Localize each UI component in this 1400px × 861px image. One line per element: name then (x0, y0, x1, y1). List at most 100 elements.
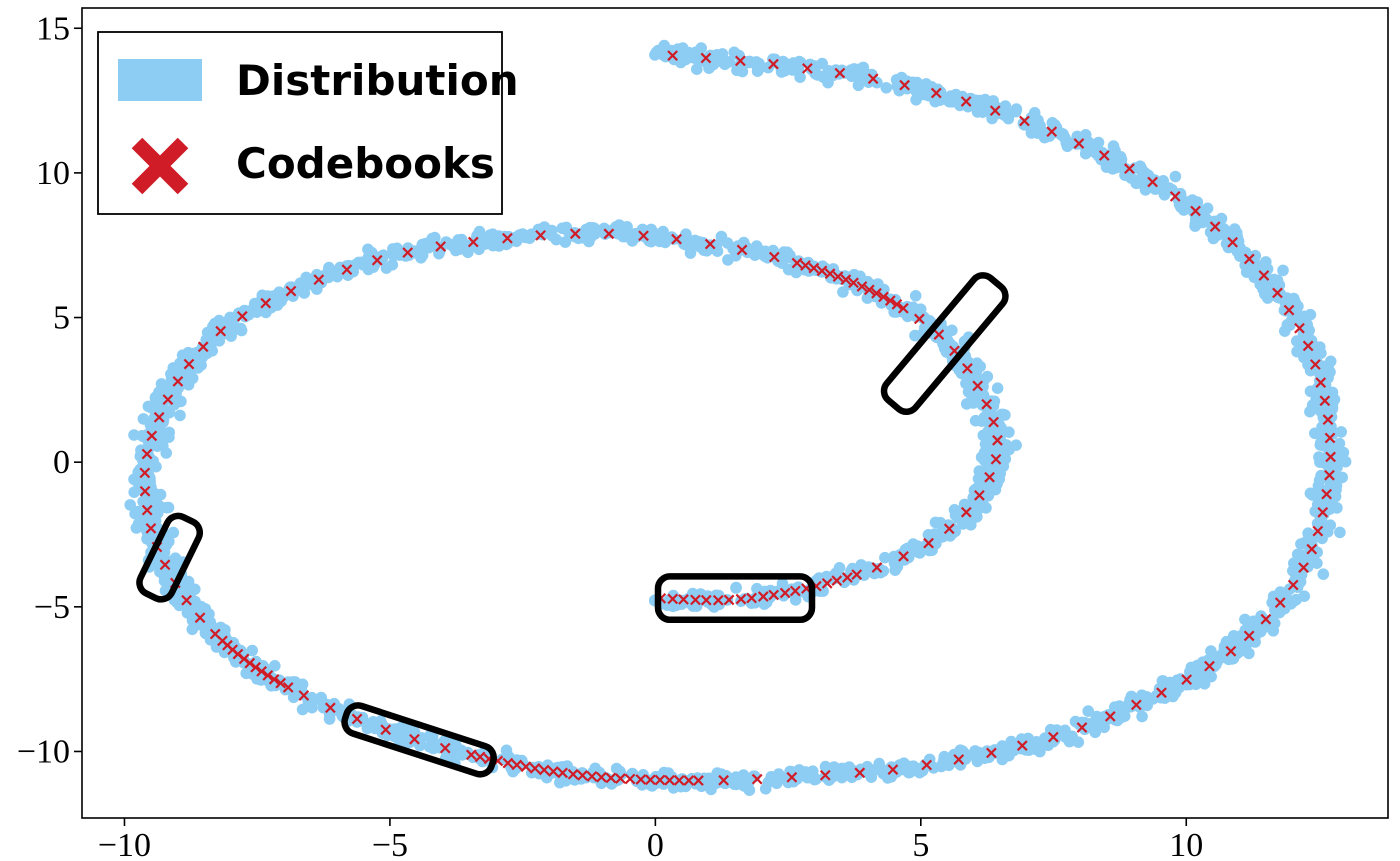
codebook-marker (819, 769, 831, 781)
distribution-point (254, 671, 266, 684)
codebook-marker (718, 774, 730, 786)
plot-frame (81, 7, 1389, 819)
distribution-point (1317, 497, 1330, 510)
distribution-point (510, 231, 522, 244)
x-tick-label: 0 (647, 827, 664, 861)
codebook-marker (586, 770, 598, 782)
codebook-marker (1306, 543, 1318, 555)
codebook-marker (1272, 287, 1283, 299)
distribution-point (174, 357, 186, 370)
distribution-point (969, 414, 982, 427)
distribution-point (1321, 485, 1333, 498)
codebook-marker (1019, 115, 1030, 127)
distribution-point (837, 286, 849, 298)
codebook-marker (194, 612, 206, 624)
distribution-point (1337, 446, 1350, 459)
distribution-point (546, 230, 558, 242)
codebook-marker (215, 325, 227, 337)
codebook-marker (736, 244, 748, 256)
distribution-point (1277, 264, 1289, 277)
distribution-point (1318, 368, 1330, 380)
codebook-marker (667, 593, 679, 605)
distribution-point (271, 299, 284, 311)
distribution-point (936, 328, 948, 341)
distribution-point (988, 747, 1001, 760)
codebook-marker (1243, 630, 1255, 642)
distribution-point (199, 603, 212, 615)
codebook-marker (1047, 731, 1059, 743)
codebook-marker (153, 411, 165, 423)
distribution-point (1034, 119, 1046, 132)
codebook-marker (953, 754, 965, 765)
distribution-point (175, 395, 187, 408)
distribution-point (928, 528, 941, 540)
distribution-point (970, 482, 983, 495)
distribution-point (1311, 557, 1323, 569)
codebook-marker (735, 593, 747, 605)
codebook-marker (1147, 176, 1158, 188)
distribution-point (1257, 283, 1269, 296)
distribution-point (703, 772, 715, 785)
distribution-point (965, 499, 977, 512)
codebook-marker (723, 594, 735, 606)
codebook-marker (1325, 451, 1336, 463)
distribution-point (1138, 166, 1151, 179)
distribution-point (1003, 749, 1015, 762)
codebook-marker (1283, 304, 1295, 316)
codebook-marker (989, 105, 1001, 117)
distribution-point (1317, 568, 1330, 580)
codebook-marker (244, 657, 256, 669)
distribution-point (1190, 672, 1203, 684)
codebook-marker (596, 771, 607, 783)
codebook-marker (435, 241, 447, 252)
distribution-point (906, 302, 919, 315)
distribution-point (1261, 292, 1274, 304)
codebook-marker (751, 773, 763, 785)
distribution-point (181, 607, 194, 619)
y-axis: −10 −5 0 5 10 15 (17, 10, 82, 770)
codebook-marker (671, 233, 682, 245)
codebook-marker (502, 757, 514, 769)
distribution-point (1339, 455, 1352, 468)
distribution-point (362, 255, 375, 267)
distribution-point (759, 250, 771, 263)
codebook-marker (569, 228, 581, 240)
codebook-marker (848, 277, 859, 289)
codebook-marker (538, 764, 550, 776)
codebook-marker (992, 434, 1003, 446)
codebook-marker (146, 430, 158, 442)
distribution-point (1087, 722, 1100, 735)
legend: Distribution Codebooks (97, 31, 519, 215)
distribution-point (708, 240, 721, 252)
distribution-point (946, 324, 958, 337)
codebook-marker (871, 287, 882, 299)
codebook-marker (162, 394, 174, 405)
codebook-marker (768, 589, 780, 601)
distribution-point (1010, 105, 1022, 118)
distribution-point (1109, 701, 1121, 713)
distribution-point (594, 225, 607, 237)
codebook-marker (791, 257, 803, 269)
codebook-marker (974, 489, 985, 501)
distribution-point (1058, 728, 1070, 740)
distribution-point (700, 56, 712, 68)
distribution-point (1271, 274, 1284, 287)
codebook-marker (851, 569, 863, 580)
codebook-marker (1322, 414, 1334, 426)
distribution-point (137, 495, 149, 508)
distribution-point (977, 389, 990, 401)
distribution-point (226, 325, 239, 337)
codebook-marker (159, 559, 171, 571)
codebook-marker (139, 485, 151, 497)
distribution-point (1078, 716, 1091, 729)
highlight-box (654, 573, 816, 624)
codebook-marker (683, 775, 695, 786)
codebook-marker (351, 713, 363, 725)
codebook-marker (638, 230, 649, 242)
distribution-point (1189, 220, 1201, 232)
codebook-marker (1324, 432, 1336, 444)
codebook-marker (816, 265, 828, 277)
codebook-marker (990, 453, 1002, 465)
distribution-point (1314, 456, 1326, 469)
distribution-points (124, 39, 1352, 796)
